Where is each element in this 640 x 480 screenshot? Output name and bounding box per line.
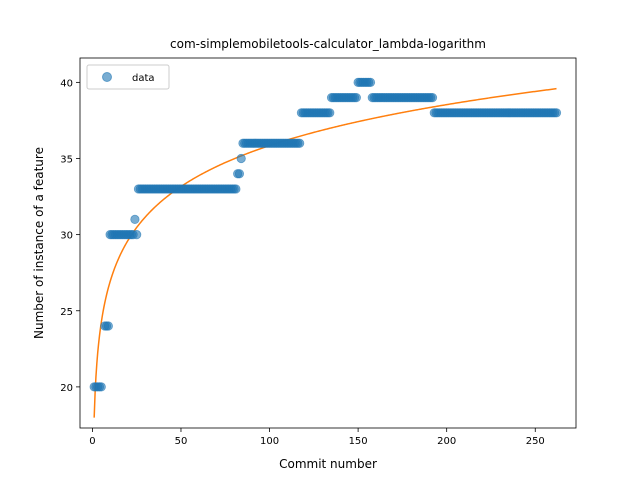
chart-title: com-simplemobiletools-calculator_lambda-… — [170, 37, 486, 51]
data-point — [231, 184, 241, 194]
y-tick-label: 35 — [60, 154, 73, 165]
x-tick-label: 250 — [526, 436, 545, 447]
y-tick-label: 20 — [60, 383, 73, 394]
x-tick-label: 0 — [89, 436, 95, 447]
y-tick-label: 30 — [60, 231, 73, 242]
data-point — [103, 321, 113, 331]
y-axis-ticks: 20 25 30 35 40 — [60, 78, 80, 394]
x-tick-label: 100 — [260, 436, 279, 447]
data-point — [236, 153, 246, 164]
x-axis-label: Commit number — [279, 457, 377, 471]
data-point — [427, 92, 438, 103]
legend: data — [86, 64, 170, 90]
y-tick-label: 25 — [60, 307, 73, 318]
plot-area — [89, 77, 562, 418]
y-tick-label: 40 — [60, 78, 73, 89]
x-tick-label: 200 — [437, 436, 456, 447]
data-point — [96, 382, 106, 392]
y-axis-label: Number of instance of a feature — [32, 147, 46, 339]
x-tick-label: 50 — [175, 436, 188, 447]
x-tick-label: 150 — [349, 436, 368, 447]
data-points — [89, 77, 562, 392]
data-point — [130, 214, 140, 224]
data-point — [365, 77, 376, 87]
legend-label-data: data — [132, 73, 155, 84]
plot-frame — [79, 57, 577, 429]
data-point — [295, 138, 305, 148]
data-point — [351, 92, 361, 103]
data-point — [234, 169, 245, 179]
legend-marker-data — [102, 72, 112, 82]
x-axis-ticks: 0 50 100 150 200 250 — [89, 428, 545, 447]
data-point — [132, 230, 142, 240]
data-point — [551, 108, 562, 118]
legend-box — [86, 64, 170, 90]
data-point — [325, 108, 335, 118]
